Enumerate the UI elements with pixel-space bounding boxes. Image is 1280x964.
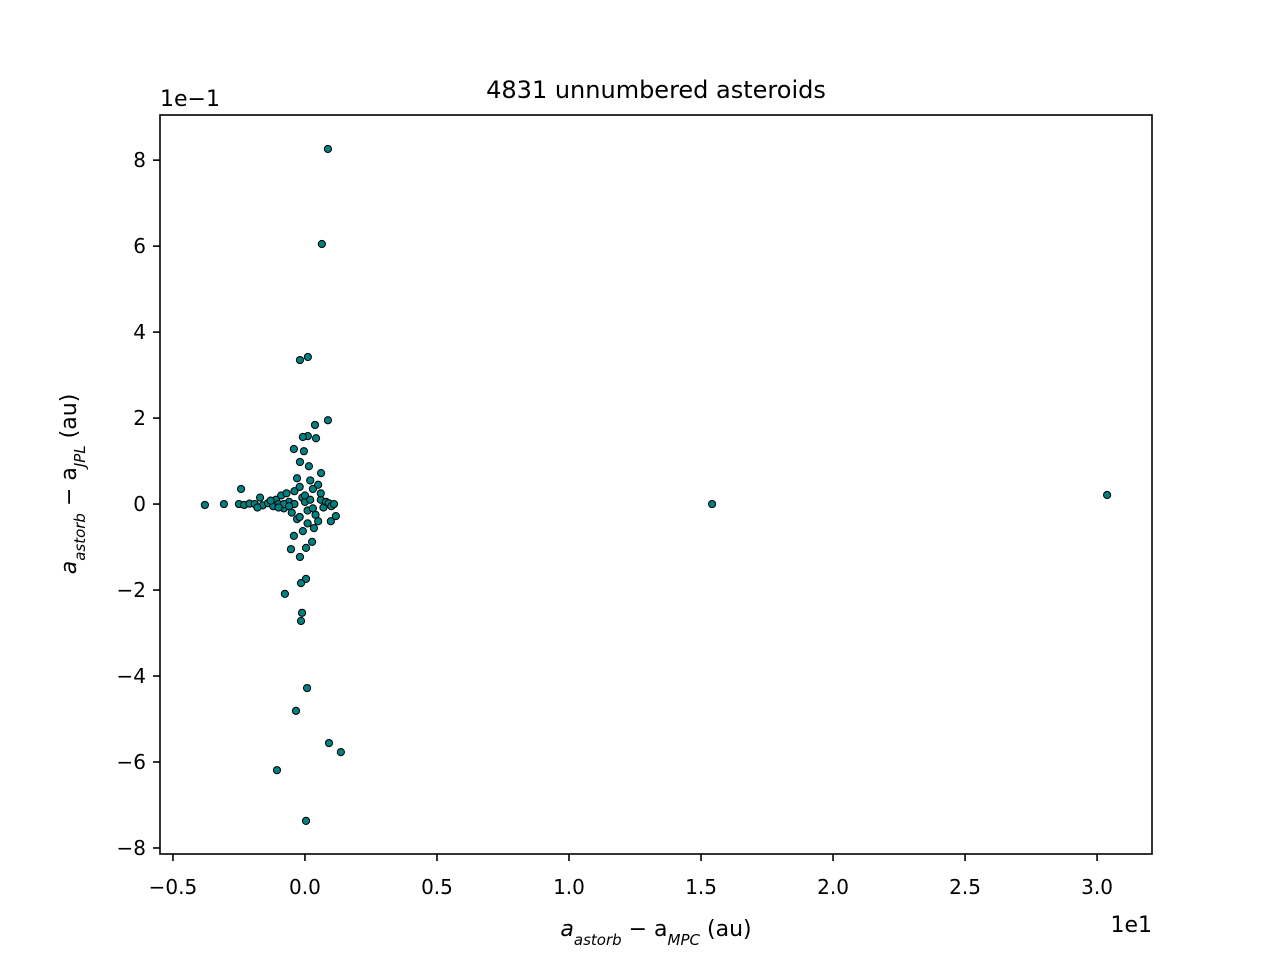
point <box>303 352 312 362</box>
points <box>200 144 1112 825</box>
y-tick-label: 0 <box>133 492 146 516</box>
point <box>200 500 209 510</box>
point <box>296 579 306 588</box>
point <box>253 503 262 512</box>
x-offset-label: 1e1 <box>1110 913 1152 938</box>
y-axis-label: aastorb − aJPL (au) <box>57 394 89 575</box>
point <box>296 616 306 626</box>
point <box>309 524 319 533</box>
point <box>317 239 326 249</box>
y-tick-label: −6 <box>117 750 146 774</box>
point <box>272 766 282 775</box>
label-part: a <box>57 561 82 574</box>
plot-frame <box>159 114 1153 855</box>
x-tick-label: 0.5 <box>421 875 453 899</box>
label-part: a <box>560 917 573 942</box>
y-tick-label: 6 <box>133 234 146 258</box>
x-tick-label: 3.0 <box>1081 875 1113 899</box>
point <box>311 434 321 443</box>
point <box>308 504 317 513</box>
point <box>219 499 228 509</box>
x-tick-label: −0.5 <box>149 875 198 899</box>
point <box>282 489 291 498</box>
point <box>298 527 307 536</box>
x-tick-label: 2.0 <box>817 875 849 899</box>
point <box>301 543 311 553</box>
y-tick-label: −8 <box>117 836 146 860</box>
y-tick-label: 4 <box>133 320 146 344</box>
point <box>708 499 717 509</box>
point <box>308 484 317 494</box>
point <box>236 484 246 494</box>
label-part: − a <box>57 467 82 513</box>
point <box>316 489 325 498</box>
point <box>326 517 335 526</box>
point <box>266 496 275 505</box>
x-tick-label: 1.0 <box>553 875 585 899</box>
y-tick-label: −4 <box>117 664 146 688</box>
point <box>307 537 317 546</box>
point <box>274 503 283 512</box>
x-tick-label: 1.5 <box>685 875 717 899</box>
point <box>303 519 312 528</box>
x-tick-label: 2.5 <box>949 875 981 899</box>
point <box>285 502 294 511</box>
point <box>314 480 323 489</box>
point <box>301 816 311 825</box>
x-axis-label: aastorb − aMPC (au) <box>560 917 751 949</box>
point <box>323 416 333 425</box>
label-part: − a <box>622 917 668 942</box>
point <box>295 482 304 491</box>
label-subscript: JPL <box>71 445 89 470</box>
chart-title: 4831 unnumbered asteroids <box>486 76 826 104</box>
y-tick-label: 8 <box>133 148 146 172</box>
point <box>336 748 345 757</box>
point <box>297 608 307 617</box>
point <box>310 420 320 430</box>
point <box>316 469 326 478</box>
point <box>286 545 296 554</box>
label-subscript: MPC <box>668 931 701 949</box>
point <box>323 144 333 154</box>
label-subscript: astorb <box>71 513 89 561</box>
point <box>331 511 340 521</box>
axes: −0.5 0.0 0.5 1.0 1.5 2.0 2.5 3.0 −8 −6 −4 −2 0 2 4 6 8 <box>117 148 1113 899</box>
point <box>292 474 302 483</box>
y-tick-label: 2 <box>133 406 146 430</box>
point <box>298 432 307 442</box>
label-part: (au) <box>700 917 752 942</box>
label-subscript: astorb <box>574 931 622 949</box>
x-tick-label: 0.0 <box>289 875 321 899</box>
point <box>280 589 289 599</box>
point <box>295 457 305 467</box>
point <box>329 499 339 509</box>
point <box>324 738 334 748</box>
y-offset-label: 1e−1 <box>160 87 220 112</box>
point <box>295 512 304 522</box>
y-tick-label: −2 <box>117 578 146 602</box>
point <box>314 517 323 526</box>
point <box>291 706 301 715</box>
point <box>289 531 298 540</box>
label-part: (au) <box>57 394 82 446</box>
point <box>306 476 315 485</box>
point <box>290 487 299 496</box>
point <box>300 491 310 500</box>
point <box>304 462 314 471</box>
point <box>289 444 298 454</box>
point <box>295 355 305 365</box>
point <box>255 493 265 502</box>
point <box>306 495 315 504</box>
point <box>299 447 309 456</box>
point <box>302 683 312 693</box>
point <box>295 552 305 562</box>
point <box>1103 490 1112 500</box>
